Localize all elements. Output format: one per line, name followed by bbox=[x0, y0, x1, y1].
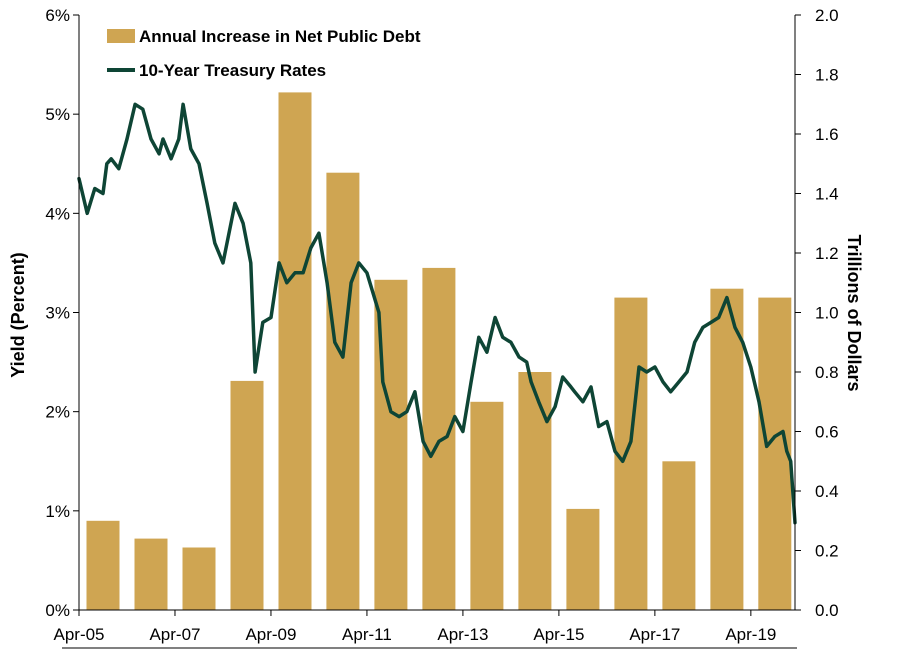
bar bbox=[422, 267, 456, 610]
y-right-axis-title: Trillions of Dollars bbox=[844, 234, 864, 391]
bar bbox=[710, 288, 744, 610]
y-right-tick-label: 1.6 bbox=[815, 125, 839, 144]
y-right-tick-label: 1.8 bbox=[815, 66, 839, 85]
x-tick-label: Apr-15 bbox=[533, 625, 584, 644]
y-left-tick-label: 4% bbox=[45, 204, 70, 223]
x-tick-label: Apr-07 bbox=[149, 625, 200, 644]
y-left-tick-label: 0% bbox=[45, 601, 70, 620]
x-tick-label: Apr-09 bbox=[245, 625, 296, 644]
x-tick-label: Apr-17 bbox=[629, 625, 680, 644]
bar bbox=[758, 297, 792, 610]
y-right-tick-label: 2.0 bbox=[815, 6, 839, 25]
bar bbox=[566, 508, 600, 610]
bar bbox=[278, 92, 312, 610]
y-left-tick-label: 2% bbox=[45, 403, 70, 422]
legend: Annual Increase in Net Public Debt 10-Ye… bbox=[107, 27, 421, 80]
axes-layer bbox=[62, 14, 801, 649]
treasury-rate-line bbox=[77, 102, 797, 525]
y-right-tick-label: 0.4 bbox=[815, 482, 839, 501]
bar bbox=[470, 401, 504, 611]
y-right-tick-label: 0.6 bbox=[815, 423, 839, 442]
y-right-tick-label: 1.4 bbox=[815, 185, 839, 204]
bar bbox=[182, 547, 216, 610]
y-left-axis-title: Yield (Percent) bbox=[8, 252, 28, 377]
bars-layer bbox=[86, 92, 792, 611]
y-left-tick-label: 6% bbox=[45, 6, 70, 25]
y-right-tick-label: 1.0 bbox=[815, 304, 839, 323]
legend-label-bars: Annual Increase in Net Public Debt bbox=[139, 27, 421, 46]
bar bbox=[326, 172, 360, 610]
legend-swatch-bars bbox=[107, 29, 135, 43]
y-left-tick-label: 5% bbox=[45, 105, 70, 124]
y-left-tick-label: 1% bbox=[45, 502, 70, 521]
bar bbox=[134, 538, 168, 610]
ticks-layer: 0% 1% 2% 3% 4% 5% 6% 0.0 0.2 0.4 0.6 0.8 1.0 1.2 1.4 1.… bbox=[45, 6, 838, 644]
bar bbox=[230, 380, 264, 610]
y-right-tick-label: 0.2 bbox=[815, 542, 839, 561]
x-tick-label: Apr-11 bbox=[342, 625, 392, 644]
x-tick-label: Apr-05 bbox=[53, 625, 104, 644]
legend-label-line: 10-Year Treasury Rates bbox=[139, 61, 326, 80]
line-layer bbox=[77, 102, 797, 525]
bar bbox=[518, 372, 552, 610]
bar bbox=[86, 520, 120, 611]
bar bbox=[614, 297, 648, 610]
x-tick-label: Apr-19 bbox=[725, 625, 776, 644]
y-left-tick-label: 3% bbox=[45, 304, 70, 323]
y-right-tick-label: 1.2 bbox=[815, 244, 839, 263]
y-right-tick-label: 0.8 bbox=[815, 363, 839, 382]
x-tick-label: Apr-13 bbox=[437, 625, 488, 644]
y-right-tick-label: 0.0 bbox=[815, 601, 839, 620]
bar bbox=[662, 461, 696, 611]
